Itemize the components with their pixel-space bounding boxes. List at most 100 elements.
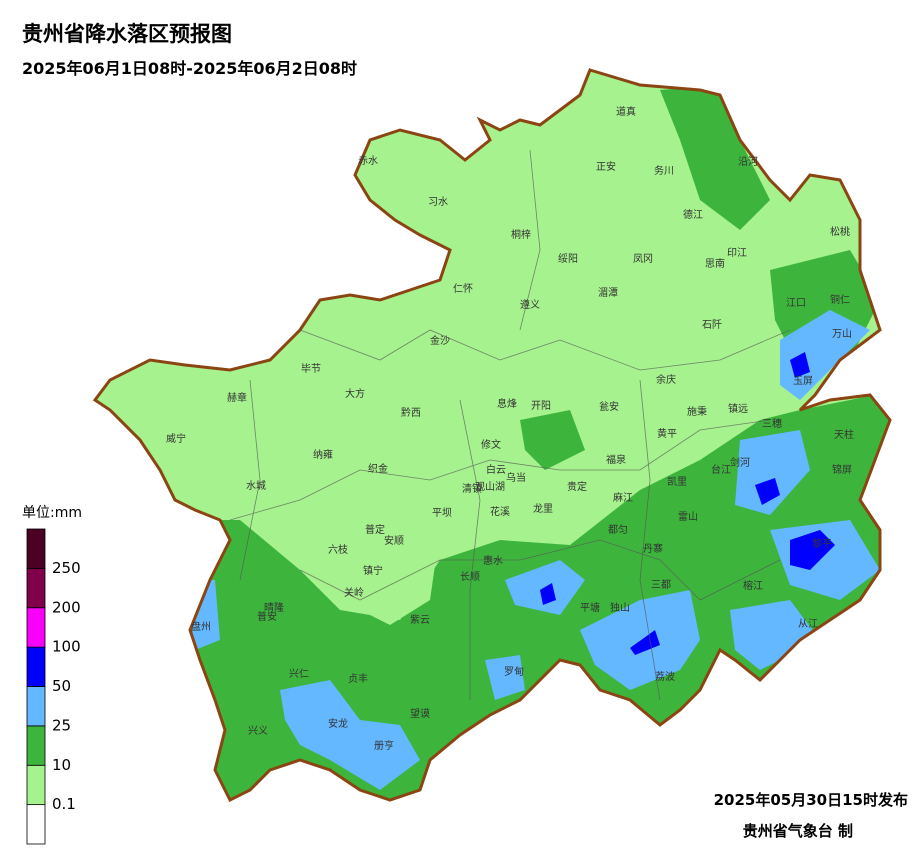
county-label: 都匀 xyxy=(608,524,628,536)
county-label: 观山湖 xyxy=(475,481,505,493)
legend-swatch xyxy=(26,646,46,687)
area-green xyxy=(660,85,770,230)
area-dark-blue xyxy=(790,530,835,570)
area-blue xyxy=(185,580,220,650)
county-label: 开阳 xyxy=(531,400,551,412)
county-label: 晴隆 xyxy=(264,601,284,614)
legend-swatch xyxy=(26,686,46,727)
city-borders xyxy=(229,149,791,701)
legend-label: 50 xyxy=(52,677,71,695)
county-label: 修文 xyxy=(481,438,501,451)
county-label: 大方 xyxy=(345,387,365,400)
legend-label: 0.1 xyxy=(52,795,76,813)
county-label: 施秉 xyxy=(687,405,707,418)
county-label: 关岭 xyxy=(344,586,364,599)
county-label: 剑河 xyxy=(730,456,750,469)
county-label: 习水 xyxy=(428,196,448,208)
area-blue xyxy=(780,310,870,400)
area-blue xyxy=(730,600,820,670)
county-label: 麻江 xyxy=(613,491,633,504)
county-label: 从江 xyxy=(798,618,818,630)
county-label: 普安 xyxy=(257,610,277,623)
county-label: 遵义 xyxy=(520,298,540,311)
county-label: 惠水 xyxy=(483,554,503,567)
legend-swatch xyxy=(26,567,46,609)
subtitle: 2025年06月1日08时-2025年06月2日08时 xyxy=(22,59,357,78)
county-label: 织金 xyxy=(368,462,388,475)
legend-label: 200 xyxy=(52,598,81,616)
county-label: 正安 xyxy=(596,160,616,173)
county-label: 湄潭 xyxy=(598,287,618,299)
county-label: 仁怀 xyxy=(453,283,473,295)
legend-label: 10 xyxy=(52,756,71,774)
county-label: 水城 xyxy=(246,480,266,492)
county-label: 松桃 xyxy=(830,225,850,238)
legend-swatch xyxy=(26,528,46,569)
county-label: 盘州 xyxy=(191,620,211,633)
area-blue xyxy=(485,655,525,700)
county-label: 乌当 xyxy=(506,471,526,484)
legend-unit: 单位:mm xyxy=(22,505,82,521)
area-blue xyxy=(280,680,420,790)
county-label: 兴仁 xyxy=(289,668,309,680)
county-label: 绥阳 xyxy=(558,253,578,265)
county-label: 金沙 xyxy=(430,334,450,347)
area-dark-blue xyxy=(630,630,660,655)
legend-swatch xyxy=(26,804,46,845)
area-dark-blue xyxy=(755,478,780,505)
legend-label: 250 xyxy=(52,559,81,577)
county-label: 安龙 xyxy=(328,717,348,730)
county-label: 册亨 xyxy=(374,739,394,752)
county-label: 息烽 xyxy=(497,397,517,410)
county-label: 镇宁 xyxy=(363,564,383,577)
county-label: 罗甸 xyxy=(504,665,524,678)
county-label: 赫章 xyxy=(227,391,247,404)
county-label: 贵定 xyxy=(567,480,587,493)
county-label: 台江 xyxy=(711,463,731,476)
agency: 贵州省气象台 制 xyxy=(743,822,853,840)
area-blue xyxy=(735,430,810,515)
county-label: 凤冈 xyxy=(633,253,653,265)
area-light xyxy=(330,500,440,625)
county-label: 紫云 xyxy=(410,614,430,626)
county-label: 花溪 xyxy=(490,505,510,518)
county-label: 威宁 xyxy=(166,432,186,445)
county-label: 丹寨 xyxy=(643,542,663,555)
legend-swatch xyxy=(26,764,46,806)
county-label: 安顺 xyxy=(384,534,404,547)
county-label: 六枝 xyxy=(328,543,348,556)
county-label: 余庆 xyxy=(656,373,676,386)
county-label: 兴义 xyxy=(248,725,268,737)
county-label: 普定 xyxy=(365,523,385,536)
county-label: 龙里 xyxy=(533,502,553,515)
county-label: 雷山 xyxy=(678,511,698,523)
county-label: 纳雍 xyxy=(313,448,333,461)
legend: 0.1 10 25 50 100 200 250 xyxy=(26,528,81,845)
county-label: 务川 xyxy=(654,164,674,177)
county-label: 黔西 xyxy=(401,406,421,419)
county-label: 清镇 xyxy=(462,482,482,495)
county-label: 江口 xyxy=(786,297,806,309)
county-label: 榕江 xyxy=(743,579,763,592)
area-green xyxy=(520,410,585,470)
legend-swatch xyxy=(26,725,46,766)
county-label: 沿河 xyxy=(738,156,758,168)
county-label: 独山 xyxy=(610,601,630,614)
county-label: 德江 xyxy=(683,208,703,221)
county-label: 白云 xyxy=(486,463,506,476)
area-dark-blue xyxy=(540,583,556,605)
county-label: 长顺 xyxy=(460,571,480,583)
legend-label: 25 xyxy=(52,716,71,734)
county-label: 印江 xyxy=(727,247,747,259)
county-label: 黄平 xyxy=(657,427,677,440)
county-label: 凯里 xyxy=(667,475,687,488)
county-label: 三穗 xyxy=(762,417,782,430)
county-label: 望谟 xyxy=(410,707,430,720)
county-label: 玉屏 xyxy=(793,375,813,387)
county-label: 毕节 xyxy=(301,362,321,375)
county-label: 三都 xyxy=(651,579,671,591)
county-label: 万山 xyxy=(832,328,852,340)
